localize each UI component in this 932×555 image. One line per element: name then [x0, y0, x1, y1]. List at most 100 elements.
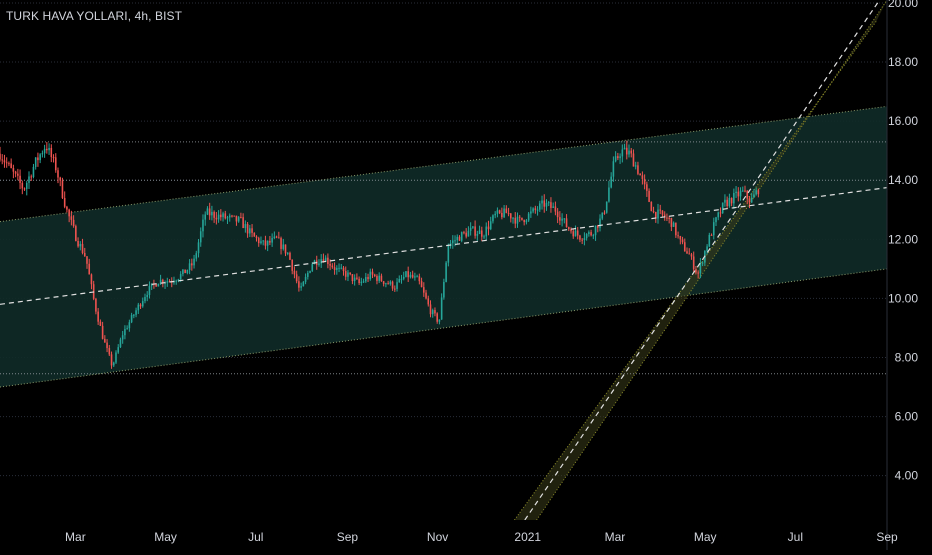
candle [282, 238, 285, 251]
candle-body [298, 281, 300, 288]
candle [603, 210, 606, 215]
candle-body [561, 218, 563, 221]
candle [733, 188, 735, 209]
candle [663, 211, 666, 221]
candle [340, 263, 343, 270]
candle [726, 196, 728, 209]
candle [378, 272, 380, 283]
candle-body [333, 267, 336, 270]
candle [81, 238, 84, 255]
candle-body [289, 252, 291, 260]
candle-body [17, 173, 19, 176]
candle-body [418, 276, 421, 282]
candle [659, 204, 662, 215]
candle-body [643, 178, 646, 185]
candle-body [496, 210, 499, 214]
candle [19, 169, 21, 190]
candle-body [197, 242, 200, 254]
candle [206, 206, 209, 216]
candle-body [454, 240, 456, 242]
candle-body [376, 276, 378, 281]
candle-body [121, 335, 124, 340]
candle [260, 236, 262, 245]
candle [632, 149, 635, 167]
candle-body [501, 212, 503, 218]
candle-body [52, 157, 55, 159]
candle-body [737, 191, 740, 197]
candle-body [304, 276, 307, 282]
candle-body [463, 232, 465, 234]
candle-body [19, 175, 21, 183]
candle [489, 216, 492, 231]
candle-body [405, 271, 407, 277]
candle-body [753, 194, 755, 198]
candle-body [423, 287, 425, 293]
candle [97, 308, 99, 325]
candle [639, 173, 641, 176]
candle [195, 250, 198, 262]
candle-body [641, 175, 644, 179]
candle-body [126, 328, 128, 330]
candle [48, 143, 50, 155]
candle [164, 280, 166, 289]
candle-body [340, 267, 343, 269]
candle [295, 270, 298, 284]
candle-body [228, 215, 231, 218]
candle-body [617, 156, 619, 159]
candle [485, 222, 488, 241]
candle-body [610, 176, 612, 188]
candle-body [199, 231, 202, 243]
candle-body [574, 230, 577, 237]
candle-body [487, 226, 490, 230]
candle [552, 202, 554, 208]
channel-upper-line [0, 105, 887, 223]
candle [193, 254, 195, 269]
candle [501, 207, 503, 220]
candle [467, 226, 470, 237]
candle [233, 215, 236, 217]
candle [17, 168, 19, 181]
candle-body [552, 206, 554, 208]
candle-body [474, 226, 476, 236]
candle-body [191, 263, 193, 266]
candle-body [757, 190, 760, 195]
candle-body [66, 206, 68, 210]
candle-body [309, 270, 311, 273]
candle-body [101, 325, 104, 339]
x-tick-label: May [154, 530, 177, 544]
candle [715, 216, 717, 227]
candle-body [681, 239, 684, 243]
candle [405, 270, 407, 278]
candle-body [356, 277, 358, 279]
candle [191, 258, 193, 271]
candle-body [311, 264, 314, 271]
candle-body [338, 267, 340, 269]
candle [730, 197, 733, 207]
candle [391, 280, 394, 291]
candle [608, 180, 610, 203]
candle-body [518, 216, 521, 218]
candle [52, 154, 55, 163]
candle-body [12, 168, 15, 172]
candle-body [547, 202, 550, 204]
candle [643, 174, 646, 190]
candle [686, 247, 688, 254]
candle [307, 270, 309, 280]
candle [431, 308, 434, 318]
candle [373, 273, 376, 278]
candle [32, 163, 35, 179]
candle [427, 295, 430, 307]
candle [25, 180, 28, 196]
candle [570, 227, 572, 234]
candle-body [130, 315, 133, 323]
candle [724, 194, 726, 207]
candle-body [530, 211, 532, 214]
candle-body [621, 149, 624, 157]
candle [527, 211, 530, 222]
candle [634, 161, 637, 170]
candle [184, 269, 186, 274]
candle-body [235, 215, 238, 222]
candle [117, 344, 120, 354]
candle-body [367, 277, 369, 280]
